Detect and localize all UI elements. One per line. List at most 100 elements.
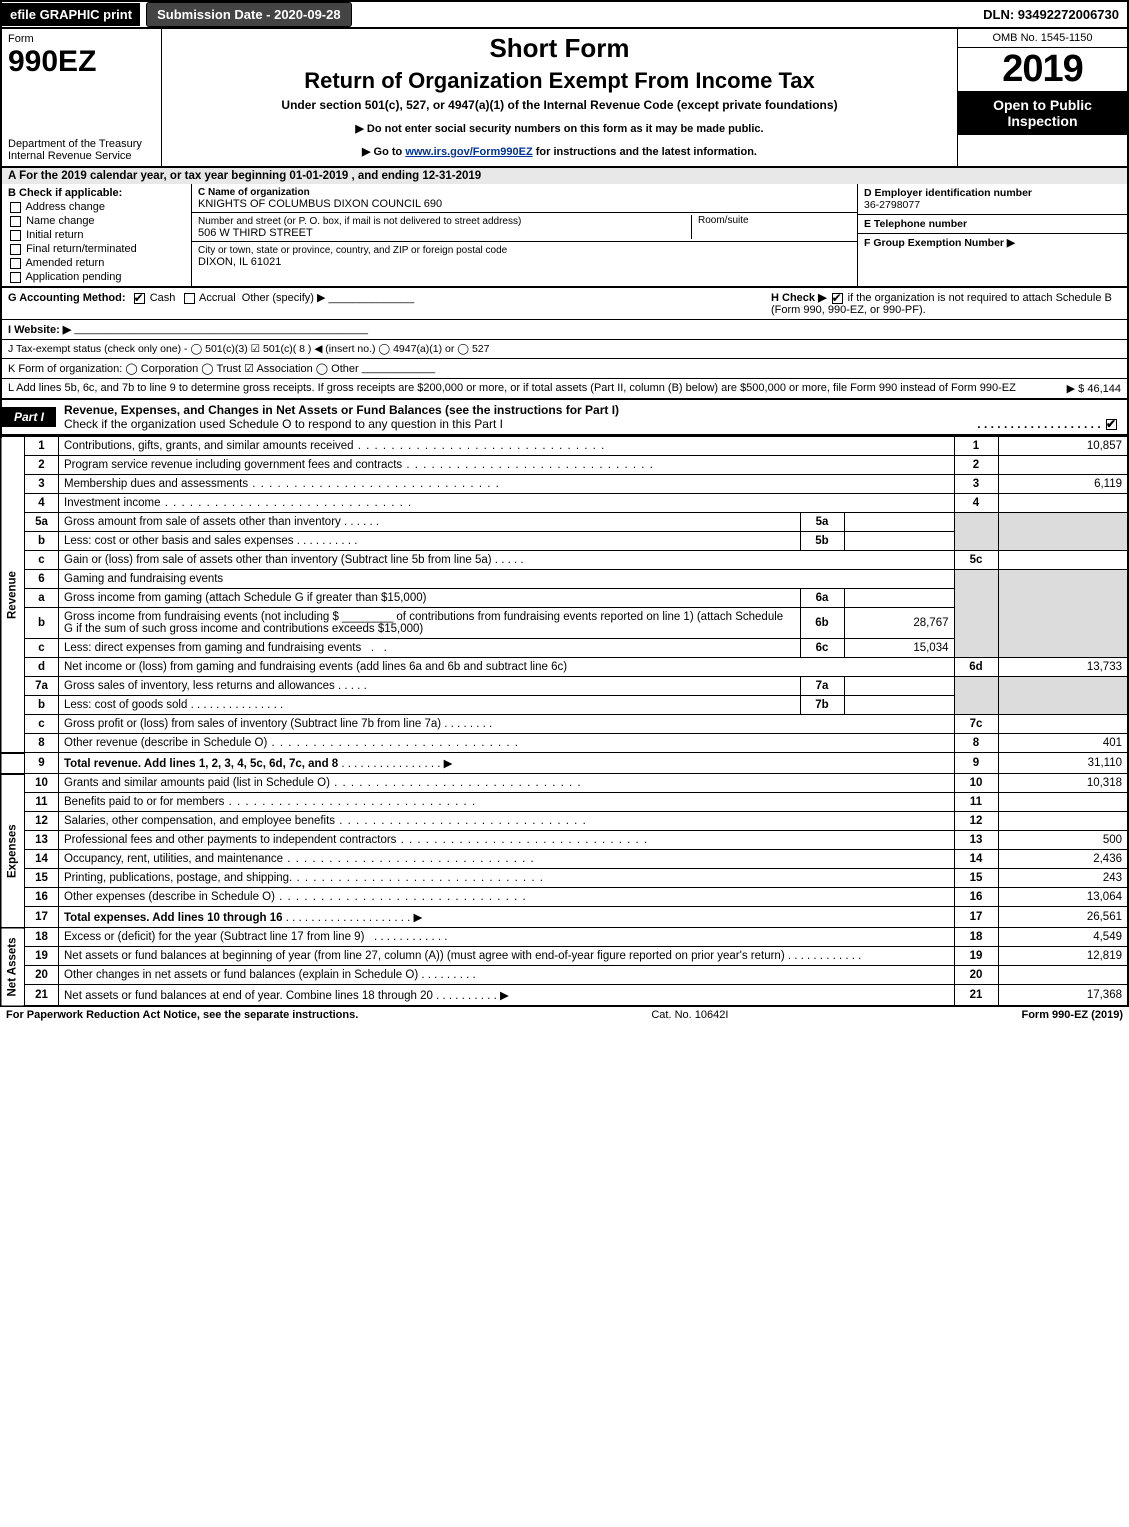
box-def: D Employer identification number36-27980…: [857, 184, 1127, 286]
line-18-amt: 4,549: [998, 928, 1128, 947]
line-6c-bv: 15,034: [844, 639, 954, 658]
chk-final[interactable]: Final return/terminated: [8, 243, 185, 255]
form-of-org: K Form of organization: ◯ Corporation ◯ …: [8, 362, 359, 375]
box-c: C Name of organization KNIGHTS OF COLUMB…: [192, 184, 857, 286]
line-13-no: 13: [25, 831, 59, 850]
line-7b-no: b: [25, 696, 59, 715]
line-6b-bl: 6b: [800, 608, 844, 639]
line-5c-no: c: [25, 551, 59, 570]
line-9-no: 9: [25, 753, 59, 774]
dept-treasury: Department of the Treasury: [8, 138, 142, 150]
irs-link[interactable]: www.irs.gov/Form990EZ: [405, 146, 532, 158]
line-15-no: 15: [25, 869, 59, 888]
chk-address[interactable]: Address change: [8, 201, 185, 213]
line-21-albl: 21: [954, 985, 998, 1007]
line-5b-bl: 5b: [800, 532, 844, 551]
gross-receipts: ▶ $ 46,144: [1067, 382, 1121, 395]
chk-accrual[interactable]: [184, 293, 195, 304]
group-exemption-label: F Group Exemption Number ▶: [864, 237, 1015, 249]
line-6a-bl: 6a: [800, 589, 844, 608]
part1-title: Revenue, Expenses, and Changes in Net As…: [64, 403, 619, 417]
chk-cash[interactable]: [134, 293, 145, 304]
line-16-amt: 13,064: [998, 888, 1128, 907]
line-20-amt: [998, 966, 1128, 985]
line-7a-no: 7a: [25, 677, 59, 696]
line-19-albl: 19: [954, 947, 998, 966]
line-17-amt: 26,561: [998, 907, 1128, 928]
line-2-desc: Program service revenue including govern…: [64, 459, 402, 471]
street-label: Number and street (or P. O. box, if mail…: [198, 216, 521, 227]
line-4-no: 4: [25, 494, 59, 513]
line-10-amt: 10,318: [998, 774, 1128, 793]
line-7b-desc: Less: cost of goods sold: [64, 699, 187, 711]
line-17-desc: Total expenses. Add lines 10 through 16: [64, 912, 283, 924]
line-1-no: 1: [25, 437, 59, 456]
line-5c-amt: [998, 551, 1128, 570]
line-4-desc: Investment income: [64, 497, 161, 509]
footer-right: Form 990-EZ (2019): [1021, 1009, 1123, 1021]
line-15-desc: Printing, publications, postage, and shi…: [64, 872, 292, 884]
line-11-amt: [998, 793, 1128, 812]
line-6d-no: d: [25, 658, 59, 677]
chk-schedule-o[interactable]: [1106, 419, 1117, 430]
dept-irs: Internal Revenue Service: [8, 150, 132, 162]
footer-left: For Paperwork Reduction Act Notice, see …: [6, 1009, 358, 1021]
line-7c-desc: Gross profit or (loss) from sales of inv…: [64, 718, 441, 730]
box-b-header: B Check if applicable:: [8, 187, 185, 199]
line-6c-desc: Less: direct expenses from gaming and fu…: [64, 642, 361, 654]
line-7c-amt: [998, 715, 1128, 734]
line-8-desc: Other revenue (describe in Schedule O): [64, 737, 267, 749]
line-18-albl: 18: [954, 928, 998, 947]
line-13-albl: 13: [954, 831, 998, 850]
title-block: Form 990EZ Department of the Treasury In…: [0, 29, 1129, 168]
line-17-albl: 17: [954, 907, 998, 928]
line-7c-albl: 7c: [954, 715, 998, 734]
line-6-desc: Gaming and fundraising events: [59, 570, 955, 589]
line-12-no: 12: [25, 812, 59, 831]
line-19-amt: 12,819: [998, 947, 1128, 966]
line-5b-bv: [844, 532, 954, 551]
line-9-desc: Total revenue. Add lines 1, 2, 3, 4, 5c,…: [64, 758, 338, 770]
return-title: Return of Organization Exempt From Incom…: [168, 68, 951, 94]
line-6b-no: b: [25, 608, 59, 639]
line-1-amt: 10,857: [998, 437, 1128, 456]
short-form-title: Short Form: [168, 33, 951, 64]
efile-label[interactable]: efile GRAPHIC print: [2, 3, 140, 26]
chk-name[interactable]: Name change: [8, 215, 185, 227]
org-name: KNIGHTS OF COLUMBUS DIXON COUNCIL 690: [198, 198, 442, 210]
line-3-amt: 6,119: [998, 475, 1128, 494]
line-5a-desc: Gross amount from sale of assets other t…: [64, 516, 341, 528]
dln: DLN: 93492272006730: [975, 3, 1127, 26]
line-7b-bv: [844, 696, 954, 715]
chk-pending[interactable]: Application pending: [8, 271, 185, 283]
accrual-label: Accrual: [199, 292, 236, 304]
line-14-albl: 14: [954, 850, 998, 869]
line-10-desc: Grants and similar amounts paid (list in…: [64, 777, 330, 789]
line-3-desc: Membership dues and assessments: [64, 478, 248, 490]
netassets-vlabel: Net Assets: [1, 928, 25, 1007]
tax-year: 2019: [958, 48, 1127, 91]
chk-initial[interactable]: Initial return: [8, 229, 185, 241]
goto-post: for instructions and the latest informat…: [533, 146, 757, 158]
phone-label: E Telephone number: [864, 218, 967, 230]
part1-check-line: Check if the organization used Schedule …: [64, 417, 503, 431]
line-6a-desc: Gross income from gaming (attach Schedul…: [59, 589, 801, 608]
line-5b-desc: Less: cost or other basis and sales expe…: [64, 535, 294, 547]
line-7b-bl: 7b: [800, 696, 844, 715]
other-specify: Other (specify) ▶: [242, 292, 326, 304]
line-11-no: 11: [25, 793, 59, 812]
line-19-no: 19: [25, 947, 59, 966]
subtitle: Under section 501(c), 527, or 4947(a)(1)…: [168, 98, 951, 112]
line-8-no: 8: [25, 734, 59, 753]
line-9-albl: 9: [954, 753, 998, 774]
chk-amended[interactable]: Amended return: [8, 257, 185, 269]
line-6c-no: c: [25, 639, 59, 658]
top-bar: efile GRAPHIC print Submission Date - 20…: [0, 0, 1129, 29]
footer-mid: Cat. No. 10642I: [651, 1009, 728, 1021]
box-b: B Check if applicable: Address change Na…: [2, 184, 192, 286]
line-15-albl: 15: [954, 869, 998, 888]
chk-schedule-b[interactable]: [832, 293, 843, 304]
ein-value: 36-2798077: [864, 199, 920, 211]
line-12-desc: Salaries, other compensation, and employ…: [64, 815, 335, 827]
accounting-method-label: G Accounting Method:: [8, 292, 126, 304]
